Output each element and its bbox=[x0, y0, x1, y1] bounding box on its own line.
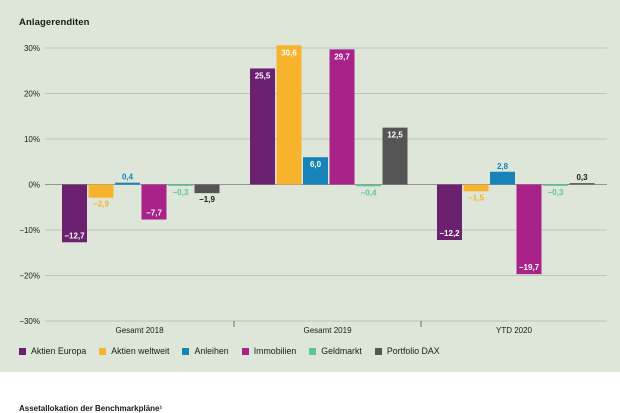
bar bbox=[382, 127, 408, 185]
data-label: 0,3 bbox=[576, 173, 588, 182]
bar bbox=[437, 184, 462, 241]
legend-swatch bbox=[19, 347, 26, 355]
legend-label: Portfolio DAX bbox=[386, 346, 440, 356]
data-label: −12,2 bbox=[439, 229, 460, 238]
x-category-label: YTD 2020 bbox=[496, 326, 533, 335]
legend-item: Anleihen bbox=[182, 346, 229, 356]
bar bbox=[490, 171, 515, 185]
bar bbox=[88, 184, 114, 198]
legend-item: Geldmarkt bbox=[309, 346, 362, 356]
data-label: −12,7 bbox=[64, 231, 85, 240]
data-label: 29,7 bbox=[334, 52, 350, 61]
y-tick-label: −20% bbox=[19, 272, 40, 281]
chart-legend: Aktien Europa Aktien weltweit Anleihen Immo… bbox=[19, 346, 453, 356]
legend-swatch bbox=[99, 347, 107, 355]
bar bbox=[115, 182, 140, 185]
x-category-label: Gesamt 2018 bbox=[115, 326, 164, 335]
bar bbox=[569, 183, 595, 185]
bar bbox=[250, 68, 275, 185]
data-label: 0,4 bbox=[122, 173, 134, 182]
y-tick-label: −30% bbox=[19, 317, 40, 326]
bar bbox=[194, 184, 220, 194]
chart-title: Anlagerenditen bbox=[19, 17, 90, 28]
bar bbox=[141, 184, 167, 220]
bar bbox=[543, 184, 568, 186]
legend-swatch bbox=[309, 347, 317, 355]
data-label: −1,5 bbox=[468, 193, 484, 202]
data-label: −0,3 bbox=[548, 188, 564, 197]
legend-label: Anleihen bbox=[194, 346, 229, 356]
legend-swatch bbox=[241, 347, 249, 355]
y-tick-label: 0% bbox=[28, 181, 40, 190]
bar bbox=[303, 157, 328, 185]
data-label: 30,6 bbox=[281, 48, 297, 57]
data-label: −2,9 bbox=[93, 200, 109, 209]
data-label: −1,9 bbox=[199, 195, 215, 204]
y-tick-label: −10% bbox=[19, 226, 40, 235]
data-label: 6,0 bbox=[310, 160, 322, 169]
bar-chart: 30% 20% 10% 0% −10% −20% −30% Gesamt 2018 Gesamt… bbox=[19, 44, 607, 335]
x-category-label: Gesamt 2019 bbox=[303, 326, 352, 335]
bar bbox=[276, 45, 302, 185]
legend-item: Immobilien bbox=[241, 346, 297, 356]
bar bbox=[356, 184, 381, 187]
bar bbox=[516, 184, 542, 275]
legend-item: Aktien weltweit bbox=[99, 346, 169, 356]
bar bbox=[329, 49, 355, 185]
data-label: −19,7 bbox=[519, 263, 540, 272]
data-label: 2,8 bbox=[497, 162, 509, 171]
legend-label: Geldmarkt bbox=[321, 346, 362, 356]
data-label: 25,5 bbox=[255, 71, 271, 80]
bar bbox=[463, 184, 489, 192]
footer-title: Assetallokation der Benchmarkpläne¹ bbox=[19, 404, 163, 413]
y-tick-label: 30% bbox=[24, 44, 40, 53]
legend-label: Aktien weltweit bbox=[111, 346, 170, 356]
legend-label: Immobilien bbox=[253, 346, 297, 356]
data-label: −0,4 bbox=[361, 188, 377, 197]
legend-swatch bbox=[182, 347, 190, 355]
data-label: 12,5 bbox=[387, 131, 403, 140]
legend-item: Aktien Europa bbox=[19, 346, 86, 356]
y-tick-label: 10% bbox=[24, 135, 40, 144]
legend-item: Portfolio DAX bbox=[374, 346, 440, 356]
bar bbox=[168, 184, 193, 186]
bar bbox=[62, 184, 87, 243]
legend-label: Aktien Europa bbox=[31, 346, 87, 356]
data-label: −7,7 bbox=[146, 209, 162, 218]
y-tick-label: 20% bbox=[24, 90, 40, 99]
data-label: −0,3 bbox=[173, 188, 189, 197]
legend-swatch bbox=[374, 347, 382, 355]
